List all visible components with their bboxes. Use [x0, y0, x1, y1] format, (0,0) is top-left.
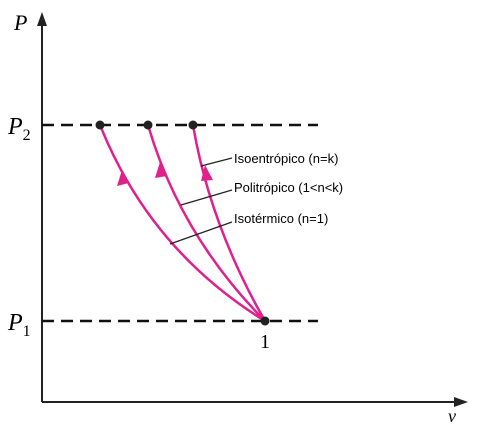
arrow-head: [117, 170, 129, 186]
state-point: [260, 316, 270, 326]
polytropic-curve: [146, 124, 266, 322]
point-label: 1: [260, 331, 270, 353]
curve-label: Isotérmico (n=1): [234, 211, 328, 226]
state-point: [95, 120, 105, 130]
x-axis-label: v: [448, 406, 456, 424]
p1-subscript: 1: [23, 323, 31, 340]
y-axis-label: P: [13, 10, 27, 35]
p1-symbol: P: [7, 310, 23, 336]
arrow-head: [155, 162, 167, 178]
leader-line: [180, 189, 233, 206]
isentropic-curve: [191, 124, 267, 322]
p2-subscript: 2: [23, 127, 31, 144]
arrow-head: [201, 165, 213, 181]
isothermal-curve: [98, 124, 266, 323]
p1-label: P1: [7, 310, 31, 340]
x-arrow: [454, 397, 468, 407]
y-arrow: [37, 12, 47, 26]
leader-line: [200, 157, 233, 167]
state-point: [188, 120, 198, 130]
p2-label: P2: [7, 114, 31, 144]
state-point: [143, 120, 153, 130]
leader-line: [169, 221, 233, 245]
p2-symbol: P: [7, 114, 23, 140]
curve-label: Isoentrópico (n=k): [234, 151, 338, 166]
curve-label: Politrópico (1<n<k): [234, 180, 343, 195]
